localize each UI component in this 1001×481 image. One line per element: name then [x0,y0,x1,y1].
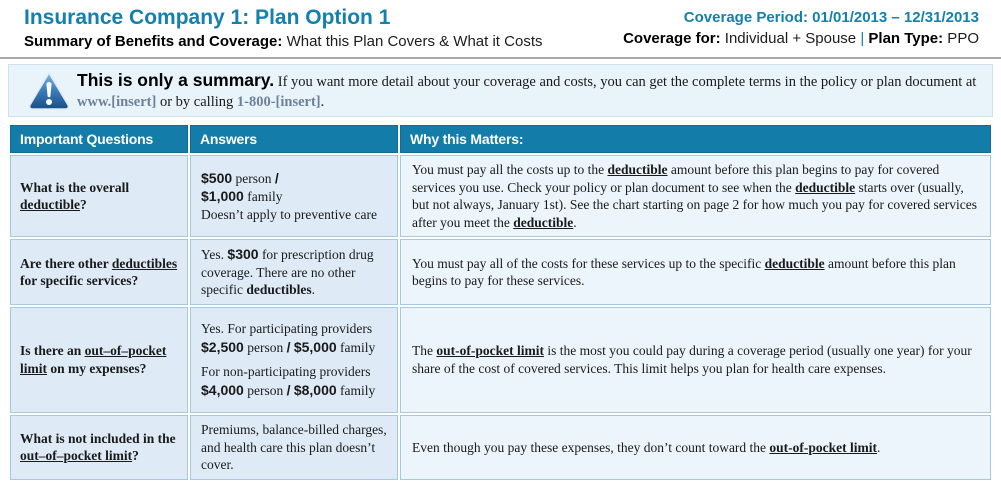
questions-table-body: What is the overall deductible? $500 pers… [10,155,991,481]
coverage-for-value: Individual + Spouse [720,30,861,47]
banner-body-2: or by calling [156,93,237,110]
why-cell: The out-of-pocket limit is the most you … [400,306,991,413]
page-subtitle: Summary of Benefits and Coverage: What t… [24,33,543,50]
pipe-separator: | [860,30,865,47]
answer-cell: Yes. For participating providers $2,500 p… [190,306,398,413]
answer-cell: Yes. $300 for prescription drug coverage… [190,239,398,305]
table-row: What is the overall deductible? $500 pers… [10,155,991,238]
question-cell: Is there an out–of–pocket limit on my ex… [10,306,188,413]
column-header-answers: Answers [190,125,398,154]
table-row: Are there other deductibles for specific… [10,239,991,305]
phone-placeholder-link: 1-800-[insert] [236,93,321,110]
coverage-for-label: Coverage for: [623,30,721,47]
banner-text: This is only a summary. If you want more… [77,69,978,112]
banner-lead: This is only a summary. [77,70,275,91]
website-placeholder-link: www.[insert] [77,93,157,110]
column-header-important-questions: Important Questions [10,125,188,154]
subtitle-label: Summary of Benefits and Coverage: [24,33,283,51]
table-row: What is not included in the out–of–pocke… [10,414,991,480]
coverage-period: Coverage Period: 01/01/2013 – 12/31/2013 [683,9,979,26]
why-cell: You must pay all the costs up to the ded… [400,155,991,238]
banner-body-3: . [320,93,325,110]
answer-cell: Premiums, balance-billed charges, and he… [190,414,398,480]
question-cell: Are there other deductibles for specific… [10,239,188,305]
document-header: Insurance Company 1: Plan Option 1 Summa… [0,0,1001,50]
why-cell: Even though you pay these expenses, they… [400,414,991,480]
column-header-why-this-matters: Why this Matters: [400,125,991,154]
question-cell: What is not included in the out–of–pocke… [10,414,188,480]
header-right: Coverage Period: 01/01/2013 – 12/31/2013… [623,6,979,47]
table-header-row: Important Questions Answers Why this Mat… [10,125,991,154]
coverage-for-line: Coverage for: Individual + Spouse | Plan… [623,30,979,47]
warning-triangle-icon [21,71,77,111]
header-divider-rule [0,57,1001,60]
why-cell: You must pay all of the costs for these … [400,239,991,305]
table-row: Is there an out–of–pocket limit on my ex… [10,306,991,413]
plan-type-label: Plan Type: [868,30,944,47]
banner-body-1: If you want more detail about your cover… [274,74,977,91]
page-title: Insurance Company 1: Plan Option 1 [24,6,391,29]
benefits-questions-table: Important Questions Answers Why this Mat… [8,123,993,481]
header-left: Insurance Company 1: Plan Option 1 Summa… [24,6,543,50]
subtitle-text: What this Plan Covers & What it Costs [282,33,543,51]
question-cell: What is the overall deductible? [10,155,188,238]
plan-type-value: PPO [943,30,979,47]
answer-cell: $500 person / $1,000 family Doesn’t apply … [190,155,398,238]
summary-banner: This is only a summary. If you want more… [8,64,993,118]
